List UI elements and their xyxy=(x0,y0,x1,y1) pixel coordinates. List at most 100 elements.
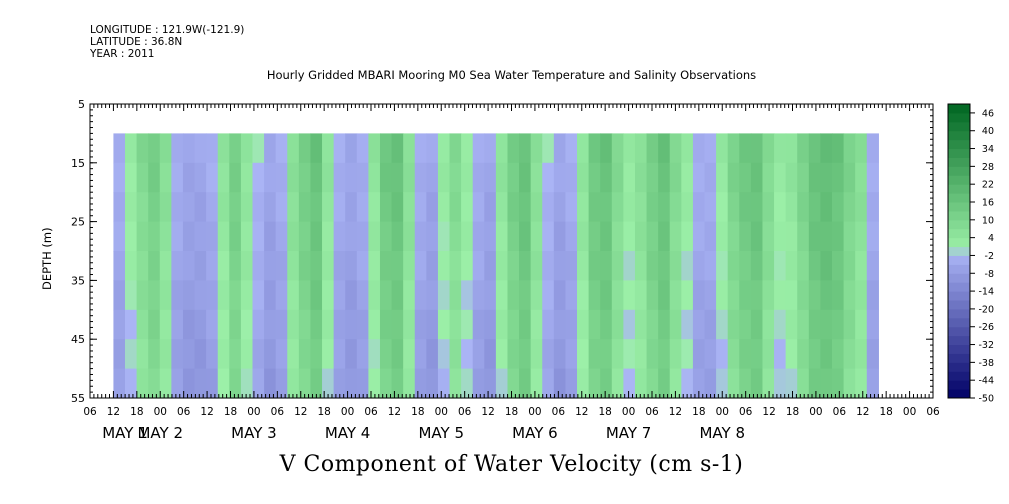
heatmap-cell xyxy=(206,280,219,311)
chart-title: Hourly Gridded MBARI Mooring M0 Sea Wate… xyxy=(266,68,757,82)
heatmap-cell xyxy=(298,368,312,399)
heatmap-cell xyxy=(530,133,543,164)
x-hour-tick-label: 12 xyxy=(481,406,494,418)
heatmap-cell xyxy=(345,221,358,252)
colorbar-tick-label: -8 xyxy=(985,269,994,280)
heatmap-cell xyxy=(507,192,520,223)
heatmap-cell xyxy=(646,309,659,340)
colorbar-tick-label: -26 xyxy=(978,322,994,333)
heatmap-cell xyxy=(148,162,161,193)
heatmap-cell xyxy=(716,192,729,223)
heatmap-cell xyxy=(588,192,601,223)
heatmap-cell xyxy=(820,339,833,370)
heatmap-cell xyxy=(252,192,265,223)
heatmap-cell xyxy=(148,133,161,164)
heatmap-cell xyxy=(542,368,555,399)
x-axis-label: V Component of Water Velocity (cm s-1) xyxy=(279,452,744,477)
colorbar-swatch xyxy=(948,273,970,283)
x-hour-tick-label: 00 xyxy=(809,406,822,418)
heatmap-cell xyxy=(692,368,706,399)
colorbar-swatch xyxy=(948,255,970,265)
heatmap-cell xyxy=(495,133,509,164)
heatmap-cell xyxy=(136,162,149,193)
heatmap-cell xyxy=(692,221,706,252)
heatmap-cell xyxy=(553,192,567,223)
heatmap-cell xyxy=(577,192,590,223)
heatmap-cell xyxy=(727,162,740,193)
heatmap-cell xyxy=(333,280,346,311)
colorbar-tick-label: -14 xyxy=(978,287,994,298)
heatmap-cell xyxy=(148,309,161,340)
heatmap-cell xyxy=(658,368,671,399)
colorbar-swatch xyxy=(948,112,970,123)
heatmap-cell xyxy=(287,192,300,223)
heatmap-cell xyxy=(264,251,277,281)
heatmap-cell xyxy=(692,251,706,281)
heatmap-cell xyxy=(519,192,532,223)
heatmap-cell xyxy=(379,339,393,370)
heatmap-cell xyxy=(461,339,474,370)
heatmap-cell xyxy=(600,309,613,340)
x-hour-tick-label: 06 xyxy=(552,406,566,418)
colorbar-swatch xyxy=(948,353,970,363)
heatmap-cell xyxy=(194,280,207,311)
heatmap-cell xyxy=(484,192,497,223)
heatmap-cell xyxy=(750,192,764,223)
heatmap-cell xyxy=(240,280,254,311)
heatmap-cell xyxy=(681,133,694,164)
heatmap-cell xyxy=(623,309,636,340)
x-hour-tick-label: 06 xyxy=(458,406,472,418)
heatmap-cell xyxy=(148,368,161,399)
heatmap-cell xyxy=(426,192,439,223)
x-day-label: MAY 5 xyxy=(418,424,464,442)
colorbar-swatch xyxy=(948,175,970,185)
heatmap-cell xyxy=(774,133,787,164)
heatmap-cell xyxy=(171,368,184,399)
heatmap-cell xyxy=(264,133,277,164)
heatmap-cell xyxy=(762,192,775,223)
heatmap-cell xyxy=(808,192,822,223)
x-hour-tick-label: 00 xyxy=(154,406,167,418)
heatmap-cell xyxy=(426,133,439,164)
heatmap-cell xyxy=(832,280,845,311)
heatmap-cell xyxy=(820,368,833,399)
heatmap-cell xyxy=(437,162,451,193)
heatmap-cell xyxy=(298,280,312,311)
heatmap-cell xyxy=(148,251,161,281)
heatmap-cell xyxy=(356,339,369,370)
x-day-label: MAY 1 xyxy=(102,424,148,442)
heatmap-cell xyxy=(588,280,601,311)
heatmap-cell xyxy=(449,280,462,311)
heatmap-cell xyxy=(368,221,381,252)
heatmap-cell xyxy=(611,309,624,340)
colorbar-swatch xyxy=(948,202,970,212)
heatmap-cell xyxy=(403,192,416,223)
heatmap-cell xyxy=(855,368,868,399)
heatmap-cell xyxy=(600,251,613,281)
heatmap-cell xyxy=(449,221,462,252)
heatmap-cell xyxy=(229,251,242,281)
y-tick-label: 25 xyxy=(71,216,85,229)
heatmap-cell xyxy=(449,368,462,399)
heatmap-cell xyxy=(797,251,810,281)
colorbar-tick-label: 10 xyxy=(982,215,994,226)
heatmap-cell xyxy=(634,280,648,311)
heatmap-cell xyxy=(171,339,184,370)
colorbar: 46 40 34 28 22 16 10 4 -2 -8 -14 -20 -26 -32 -38 -44 -50 xyxy=(947,103,994,405)
heatmap-cell xyxy=(553,162,567,193)
heatmap-cell xyxy=(530,162,543,193)
heatmap-cell xyxy=(646,368,659,399)
heatmap-cell xyxy=(182,133,196,164)
heatmap-cell xyxy=(623,192,636,223)
heatmap-cell xyxy=(148,192,161,223)
heatmap-cell xyxy=(322,162,335,193)
heatmap-cell xyxy=(461,133,474,164)
heatmap-cell xyxy=(113,221,126,252)
heatmap-cell xyxy=(182,192,196,223)
heatmap-cell xyxy=(658,339,671,370)
heatmap-cell xyxy=(634,339,648,370)
heatmap-cell xyxy=(449,309,462,340)
heatmap-cell xyxy=(600,280,613,311)
heatmap-cell xyxy=(565,280,578,311)
heatmap-cell xyxy=(832,251,845,281)
